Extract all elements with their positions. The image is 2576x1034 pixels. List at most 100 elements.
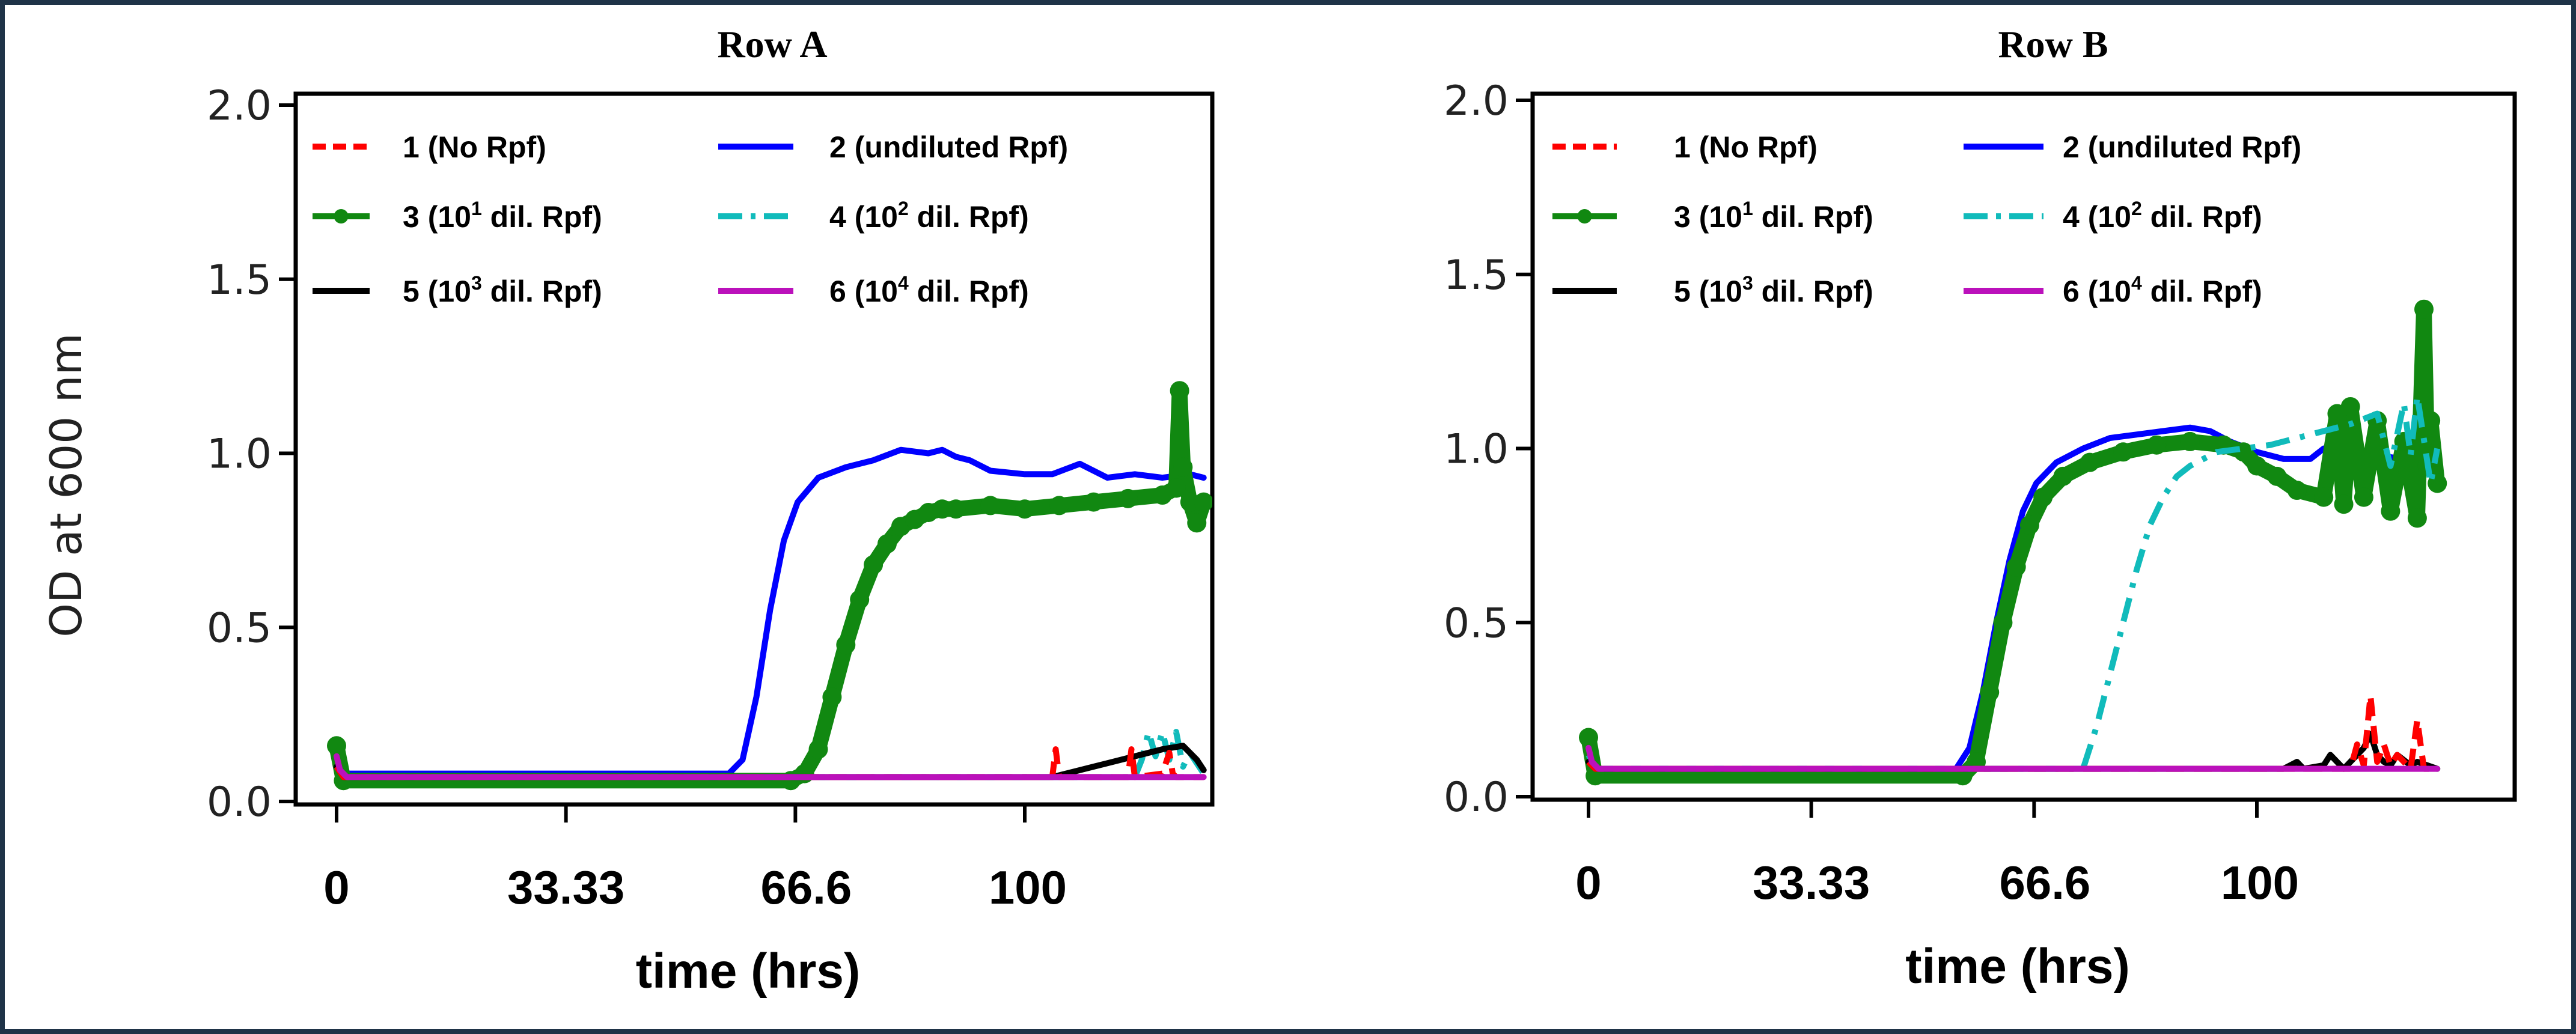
series-3-marker bbox=[1170, 381, 1189, 401]
series-3-marker bbox=[864, 555, 884, 574]
series-3-marker bbox=[2381, 501, 2401, 521]
legend-item-5: 5 (103 dil. Rpf) bbox=[313, 272, 602, 308]
legend-label-main: 5 (10 bbox=[1674, 275, 1742, 308]
series-line-3 bbox=[329, 383, 1212, 789]
legend-label: 4 (102 dil. Rpf) bbox=[2063, 198, 2262, 234]
series-3-marker bbox=[932, 499, 952, 519]
series-3-marker bbox=[836, 635, 856, 655]
x-tick-label: 100 bbox=[989, 861, 1067, 914]
x-tick-label: 100 bbox=[2221, 856, 2299, 909]
legend-item-3: 3 (101 dil. Rpf) bbox=[1552, 198, 1873, 234]
data-layer bbox=[327, 381, 1212, 791]
legend-item-2: 2 (undiluted Rpf) bbox=[718, 130, 1068, 164]
legend-label: 5 (103 dil. Rpf) bbox=[1674, 272, 1873, 308]
series-3-marker bbox=[2334, 494, 2354, 514]
legend-label-main: 5 (10 bbox=[403, 275, 471, 308]
series-3-marker bbox=[2053, 466, 2073, 486]
legend-label: 6 (104 dil. Rpf) bbox=[2063, 272, 2262, 308]
y-tick-label: 1.5 bbox=[1444, 252, 1509, 299]
legend-label: 1 (No Rpf) bbox=[403, 130, 546, 164]
series-3-marker bbox=[1166, 478, 1186, 498]
legend-label: 3 (101 dil. Rpf) bbox=[403, 198, 602, 234]
legend-label-main: 3 (10 bbox=[1674, 200, 1742, 234]
y-tick-label: 0.5 bbox=[207, 604, 272, 652]
series-3-marker bbox=[1049, 496, 1069, 515]
legend-label-main: 2 (undiluted Rpf) bbox=[829, 130, 1068, 164]
y-tick-label: 2.0 bbox=[1444, 78, 1509, 125]
legend-item-6: 6 (104 dil. Rpf) bbox=[1964, 272, 2262, 308]
legend-label-rest: dil. Rpf) bbox=[909, 200, 1029, 234]
series-3-marker bbox=[1173, 457, 1193, 477]
y-tick-label: 0.0 bbox=[1444, 774, 1509, 821]
series-3-marker bbox=[946, 499, 966, 519]
series-3-marker bbox=[822, 687, 842, 707]
x-axis-label: time (hrs) bbox=[636, 944, 861, 999]
series-3-marker bbox=[2033, 487, 2053, 507]
series-3-marker bbox=[2314, 487, 2334, 507]
series-3-marker bbox=[2113, 442, 2133, 462]
series-3-marker bbox=[2180, 431, 2200, 451]
legend-label-main: 1 (No Rpf) bbox=[1674, 130, 1818, 164]
y-tick-label: 1.0 bbox=[1444, 426, 1509, 473]
x-tick-label: 0 bbox=[1575, 856, 1601, 909]
series-3-marker bbox=[2354, 487, 2373, 507]
legend-label-superscript: 1 bbox=[471, 198, 482, 219]
legend-label-superscript: 4 bbox=[2131, 272, 2142, 294]
series-3-marker bbox=[850, 589, 870, 609]
legend-item-4: 4 (102 dil. Rpf) bbox=[718, 198, 1029, 234]
legend-item-5: 5 (103 dil. Rpf) bbox=[1552, 272, 1873, 308]
series-3-marker bbox=[1993, 613, 2013, 633]
legend-label: 2 (undiluted Rpf) bbox=[829, 130, 1068, 164]
legend-label-main: 4 (10 bbox=[2063, 200, 2131, 234]
legend-label-main: 6 (10 bbox=[2063, 275, 2131, 308]
legend-item-4: 4 (102 dil. Rpf) bbox=[1964, 198, 2262, 234]
series-3-marker bbox=[1180, 492, 1200, 512]
series-3-marker bbox=[2414, 299, 2434, 319]
series-3-marker bbox=[1194, 492, 1212, 512]
legend-label-rest: dil. Rpf) bbox=[2142, 275, 2262, 308]
y-tick-label: 2.0 bbox=[207, 82, 272, 130]
legend-label: 3 (101 dil. Rpf) bbox=[1674, 198, 1873, 234]
series-line-2 bbox=[334, 446, 1207, 777]
legend-label-main: 4 (10 bbox=[829, 200, 898, 234]
y-axis-label: OD at 600 nm bbox=[41, 333, 91, 637]
series-3-marker bbox=[2340, 397, 2360, 416]
series-3-marker bbox=[2147, 435, 2167, 455]
series-line-6 bbox=[334, 753, 1207, 780]
y-tick-label: 1.5 bbox=[207, 257, 272, 304]
legend-label-superscript: 3 bbox=[471, 272, 482, 294]
series-3-marker bbox=[1084, 492, 1103, 512]
series-3-marker bbox=[1118, 488, 1138, 508]
legend-label-rest: dil. Rpf) bbox=[909, 275, 1029, 308]
x-tick-label: 66.6 bbox=[760, 861, 852, 914]
x-tick-label: 0 bbox=[323, 861, 349, 914]
legend-label-superscript: 2 bbox=[898, 198, 909, 219]
legend-label: 5 (103 dil. Rpf) bbox=[403, 272, 602, 308]
series-3-marker bbox=[2019, 515, 2039, 535]
legend-label-superscript: 3 bbox=[1742, 272, 1753, 294]
series-3-marker bbox=[2407, 508, 2427, 528]
series-3-marker bbox=[2247, 456, 2266, 476]
series-3-marker bbox=[1187, 513, 1207, 533]
series-line-4 bbox=[1586, 393, 2441, 772]
chart-panel-row-a: Row A 0.0 0.5 1.0 1.5 2.0 0 33.33 66.6 100 time (h… bbox=[41, 23, 1215, 999]
series-line-5 bbox=[1586, 731, 2441, 772]
legend-label-main: 3 (10 bbox=[403, 200, 471, 234]
legend-label: 4 (102 dil. Rpf) bbox=[829, 198, 1029, 234]
series-3-marker bbox=[1980, 683, 2000, 702]
legend-marker bbox=[334, 209, 349, 224]
y-tick-label: 0.5 bbox=[1444, 600, 1509, 647]
series-3-marker bbox=[2267, 466, 2287, 486]
series-3-marker bbox=[2421, 411, 2441, 431]
y-tick-label: 0.0 bbox=[207, 779, 272, 826]
legend-label-superscript: 2 bbox=[2131, 198, 2142, 219]
legend-label: 2 (undiluted Rpf) bbox=[2063, 130, 2301, 164]
legend-label-rest: dil. Rpf) bbox=[1753, 200, 1873, 234]
legend-label-rest: dil. Rpf) bbox=[1753, 275, 1873, 308]
legend-item-1: 1 (No Rpf) bbox=[1552, 130, 1818, 164]
series-3-marker bbox=[2080, 452, 2099, 472]
x-axis-label: time (hrs) bbox=[1905, 939, 2130, 994]
legend-label-main: 6 (10 bbox=[829, 275, 898, 308]
chart-title: Row A bbox=[717, 23, 827, 65]
series-line-1 bbox=[1586, 692, 2438, 772]
